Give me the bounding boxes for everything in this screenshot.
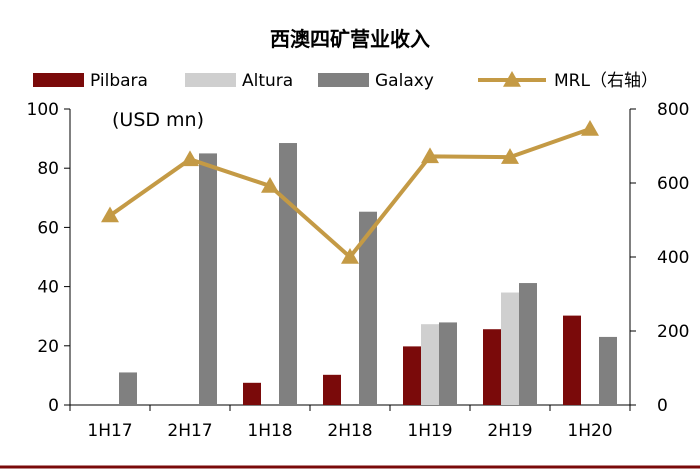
legend-swatch-galaxy bbox=[318, 73, 369, 87]
mrl-marker bbox=[261, 176, 279, 193]
bar-galaxy bbox=[279, 143, 297, 406]
bar-pilbara bbox=[323, 374, 341, 405]
mrl-marker bbox=[101, 206, 119, 223]
chart-title: 西澳四矿营业收入 bbox=[270, 27, 430, 51]
bar-pilbara bbox=[483, 329, 501, 405]
bar-pilbara bbox=[563, 315, 581, 405]
y-tick-label-left: 80 bbox=[37, 159, 59, 179]
unit-label: (USD mn) bbox=[112, 109, 204, 131]
y-tick-label-left: 100 bbox=[27, 100, 59, 120]
bar-galaxy bbox=[439, 322, 457, 405]
y-tick-label-left: 60 bbox=[37, 218, 59, 238]
legend-label: Pilbara bbox=[90, 71, 148, 91]
mrl-line bbox=[108, 127, 591, 259]
bar-galaxy bbox=[359, 211, 377, 405]
y-tick-label-right: 200 bbox=[657, 322, 689, 342]
legend-swatch-altura bbox=[185, 73, 236, 87]
legend-swatch-pilbara bbox=[33, 73, 84, 87]
plot-area: 0 20 40 60 80 100 0 200 400 600 800 1H17 2H17 1H18 2H1… bbox=[27, 100, 690, 441]
x-tick-label: 2H17 bbox=[167, 421, 212, 441]
mrl-marker bbox=[181, 150, 199, 167]
y-tick-label-right: 400 bbox=[657, 248, 689, 268]
bar-galaxy bbox=[519, 283, 537, 405]
y-tick-label-left: 20 bbox=[37, 337, 59, 357]
x-tick-label: 1H17 bbox=[87, 421, 132, 441]
bar-pilbara bbox=[403, 346, 421, 405]
legend-label: Galaxy bbox=[375, 71, 434, 91]
x-tick-label: 2H18 bbox=[327, 421, 372, 441]
y-tick-label-right: 600 bbox=[657, 174, 689, 194]
y-tick-label-left: 0 bbox=[48, 396, 59, 416]
mrl-marker bbox=[421, 147, 439, 164]
legend-label: Altura bbox=[242, 71, 293, 91]
legend-label: MRL（右轴） bbox=[554, 71, 658, 91]
mrl-marker bbox=[581, 119, 599, 136]
bar-altura bbox=[421, 324, 439, 405]
legend: Pilbara Altura Galaxy MRL（右轴） bbox=[33, 71, 658, 91]
x-tick-label: 1H20 bbox=[567, 421, 612, 441]
bar-galaxy bbox=[199, 153, 217, 405]
x-tick-label: 1H19 bbox=[407, 421, 452, 441]
y-tick-label-left: 40 bbox=[37, 278, 59, 298]
mrl-marker bbox=[341, 248, 359, 264]
y-tick-label-right: 0 bbox=[657, 396, 668, 416]
bar-pilbara bbox=[243, 382, 261, 405]
bar-galaxy bbox=[599, 336, 617, 405]
y-tick-label-right: 800 bbox=[657, 100, 689, 120]
mrl-marker bbox=[501, 148, 519, 164]
x-tick-label: 2H19 bbox=[487, 421, 532, 441]
legend-swatch-mrl-marker bbox=[503, 71, 521, 87]
bar-galaxy bbox=[119, 372, 137, 405]
bar-altura bbox=[501, 292, 519, 405]
x-tick-label: 1H18 bbox=[247, 421, 292, 441]
